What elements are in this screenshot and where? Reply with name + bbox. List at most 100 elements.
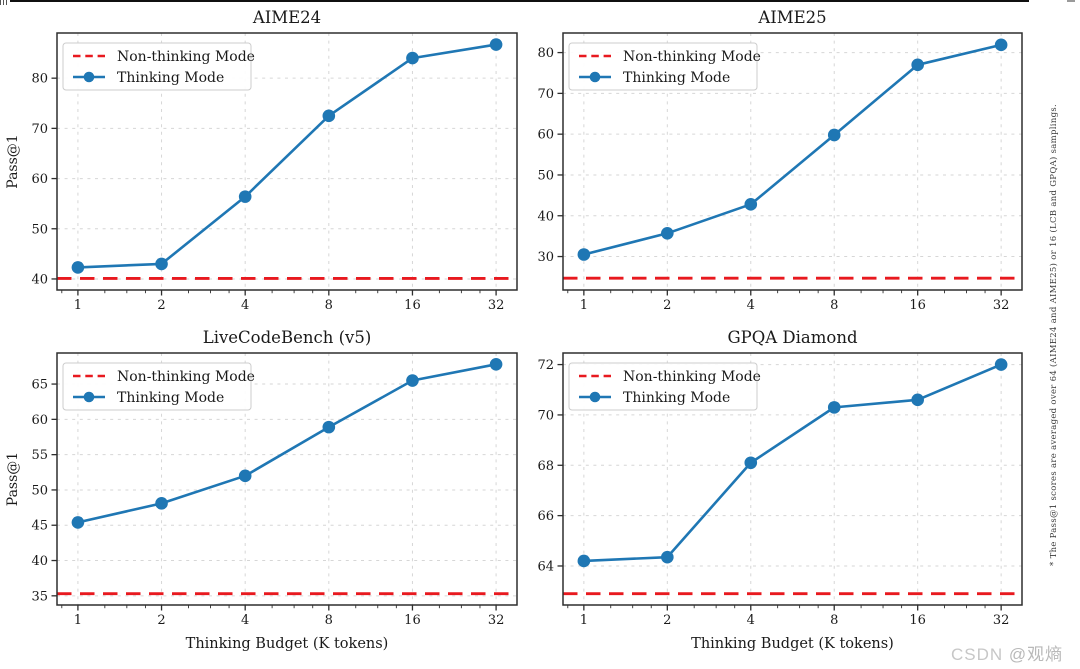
x-tick-label: 32	[993, 613, 1010, 628]
chart-aime25: 1 2 4 8 16 32 30 40 50 60 70 80 AIME25 Non-thinking M…	[537, 8, 1023, 313]
y-tick-label: 66	[537, 509, 554, 524]
x-tick-label: 2	[663, 298, 671, 313]
y-tick-label: 40	[31, 554, 48, 569]
legend-box	[568, 362, 758, 411]
x-tick-label: 8	[830, 298, 838, 313]
data-point	[489, 38, 503, 51]
axes-frame	[562, 32, 1023, 291]
chart-title: GPQA Diamond	[727, 328, 858, 347]
y-tick-label: 50	[537, 168, 554, 183]
x-tick-label: 1	[580, 298, 588, 313]
data-point	[911, 58, 924, 72]
y-tick-label: 70	[537, 408, 554, 423]
legend-thinking-marker	[589, 71, 601, 83]
data-point	[661, 550, 674, 564]
y-tick-label: 60	[537, 128, 554, 143]
y-tick-label: 50	[31, 222, 48, 237]
legend-label-thinking: Thinking Mode	[623, 390, 730, 406]
watermark-handle: @观熵	[1008, 645, 1064, 664]
x-axis-label: Thinking Budget (K tokens)	[691, 636, 894, 652]
data-point	[994, 38, 1008, 52]
x-tick-label: 1	[74, 613, 82, 628]
chart-livecodebench-v5: 1 2 4 8 16 32 35 40 45 50 55 60 65 LiveCodeBench (v5)…	[5, 328, 518, 652]
data-point	[827, 401, 841, 414]
y-tick-label: 80	[537, 46, 554, 61]
gridlines	[563, 33, 1022, 290]
data-point	[827, 128, 841, 142]
chart-title: LiveCodeBench (v5)	[203, 328, 372, 347]
y-tick-label: 64	[537, 559, 554, 574]
chart-cell-aime25: 1 2 4 8 16 32 30 40 50 60 70 80 AIME25 Non-thinking M…	[537, 0, 1080, 320]
legend-box	[62, 362, 252, 411]
watermark-prefix: CSDN	[951, 645, 1009, 664]
x-tick-label: 32	[488, 298, 505, 313]
legend-thinking-marker	[83, 71, 95, 83]
chart-cell-aime24: 1 2 4 8 16 32 40 50 60 70 80 AIME24 Pass@1 Non-thinki…	[0, 0, 540, 320]
y-tick-label: 45	[31, 519, 48, 534]
x-tick-label: 2	[157, 298, 165, 313]
x-axis-label: Thinking Budget (K tokens)	[186, 636, 389, 652]
y-tick-label: 65	[31, 378, 48, 393]
chart-title: AIME25	[757, 8, 826, 27]
y-tick-label: 50	[31, 483, 48, 498]
data-point	[155, 257, 168, 271]
legend-label-non-thinking: Non-thinking Mode	[623, 369, 761, 385]
x-tick-label: 8	[325, 298, 333, 313]
data-point	[744, 198, 758, 211]
x-tick-label: 16	[404, 613, 421, 628]
legend: Non-thinking Mode Thinking Mode	[62, 362, 255, 411]
data-point	[911, 393, 924, 407]
legend-label-non-thinking: Non-thinking Mode	[117, 369, 255, 385]
axis-ticks	[51, 383, 497, 611]
data-point	[155, 497, 168, 510]
axis-ticks	[51, 77, 497, 296]
legend: Non-thinking Mode Thinking Mode	[568, 362, 761, 411]
axes-frame	[562, 352, 1023, 606]
data-point	[577, 554, 591, 568]
axes-frame	[56, 32, 518, 291]
footnote-text: * The Pass@1 scores are averaged over 64…	[1049, 103, 1059, 566]
legend-label-non-thinking: Non-thinking Mode	[623, 49, 761, 65]
x-tick-label: 4	[241, 613, 249, 628]
legend-label-non-thinking: Non-thinking Mode	[117, 49, 255, 65]
legend: Non-thinking Mode Thinking Mode	[568, 42, 761, 91]
legend: Non-thinking Mode Thinking Mode	[62, 42, 255, 91]
y-tick-label: 55	[31, 448, 48, 463]
y-tick-label: 60	[31, 172, 48, 187]
y-tick-label: 35	[31, 589, 48, 604]
legend-label-thinking: Thinking Mode	[623, 70, 730, 86]
screenshot-artifact-corner-right	[1067, 0, 1075, 2]
y-tick-label: 60	[31, 413, 48, 428]
data-point	[322, 420, 336, 434]
tick-labels: 1 2 4 8 16 32 35 40 45 50 55 60 65	[31, 378, 504, 628]
x-tick-label: 16	[909, 613, 926, 628]
x-tick-label: 2	[157, 613, 165, 628]
tick-labels: 1 2 4 8 16 32 64 66 68 70 72	[537, 358, 1009, 628]
data-point	[71, 261, 85, 274]
data-point	[406, 51, 419, 65]
legend-label-thinking: Thinking Mode	[117, 70, 224, 86]
axes-frame	[56, 352, 518, 606]
data-point	[489, 357, 503, 371]
x-tick-label: 4	[241, 298, 249, 313]
data-point	[406, 374, 419, 387]
chart-cell-livecodebench-v5: 1 2 4 8 16 32 35 40 45 50 55 60 65 LiveCodeBench (v5)…	[0, 320, 540, 669]
y-tick-label: 72	[537, 358, 554, 373]
axis-ticks	[557, 51, 1002, 296]
x-tick-label: 8	[830, 613, 838, 628]
x-tick-label: 16	[909, 298, 926, 313]
legend-label-thinking: Thinking Mode	[117, 390, 224, 406]
x-tick-label: 4	[747, 613, 755, 628]
data-point	[577, 248, 591, 261]
data-point	[71, 516, 85, 529]
x-tick-label: 2	[663, 613, 671, 628]
watermark: CSDN @观熵	[951, 640, 1063, 665]
y-tick-label: 30	[537, 250, 554, 265]
y-tick-label: 80	[31, 72, 48, 87]
y-tick-label: 68	[537, 459, 554, 474]
chart-aime24: 1 2 4 8 16 32 40 50 60 70 80 AIME24 Pass@1 Non-thinki…	[5, 8, 518, 313]
data-point	[661, 226, 674, 240]
legend-thinking-marker	[83, 391, 95, 403]
y-axis-label: Pass@1	[5, 452, 21, 506]
